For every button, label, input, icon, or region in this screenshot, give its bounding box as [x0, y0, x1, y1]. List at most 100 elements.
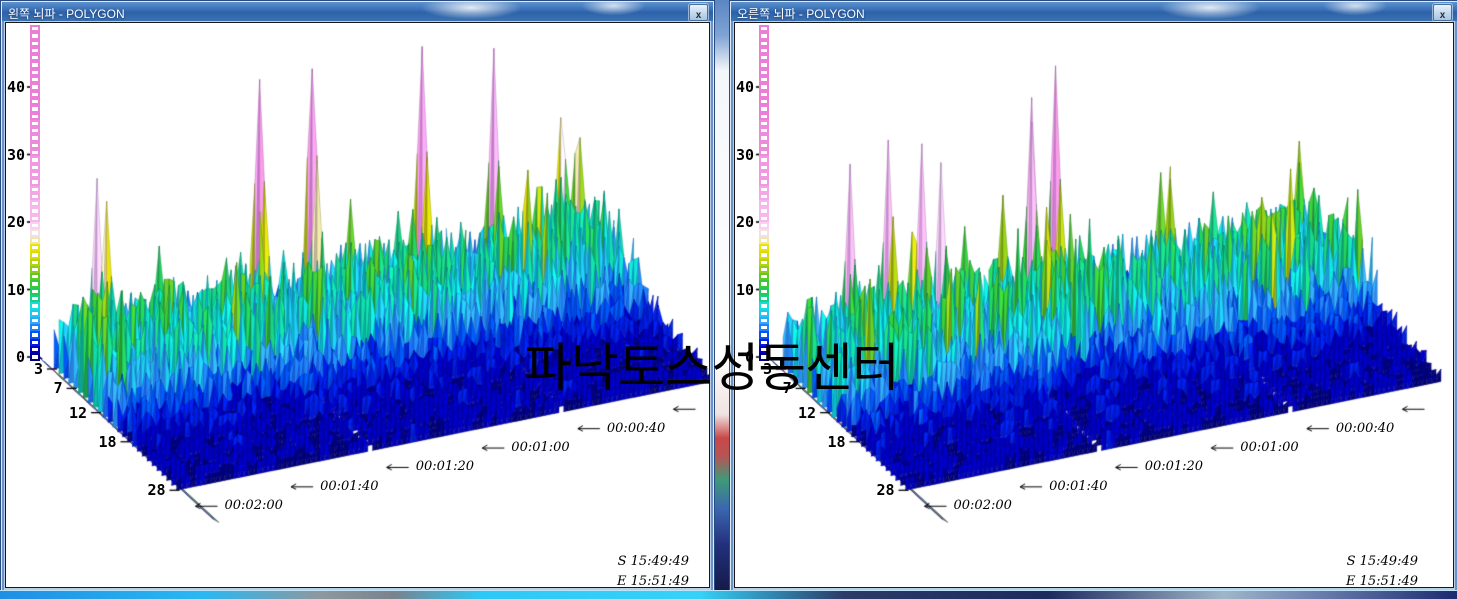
colorbar-segment	[30, 112, 40, 120]
desktop-gap	[713, 0, 729, 592]
colorbar-segment	[30, 68, 40, 77]
colorbar-segment	[30, 331, 40, 339]
colorbar-segment	[30, 61, 40, 69]
colorbar-segment	[759, 83, 769, 91]
window-right-eeg: 오른쪽 뇌파 - POLYGON x 0 10 20 30 40 3 7 12 18 28 00:0…	[729, 0, 1457, 594]
colorbar-segment	[759, 200, 769, 208]
colorbar-segment	[759, 149, 769, 157]
close-icon: x	[695, 10, 702, 21]
frequency-tick-label: 7	[53, 379, 63, 398]
frequency-tick-label: 12	[69, 403, 88, 422]
colorbar-segment	[30, 178, 40, 186]
colorbar-segment	[30, 258, 40, 266]
colorbar-segment	[759, 287, 769, 295]
plot-area	[5, 22, 710, 588]
colorbar-segment	[759, 316, 769, 325]
colorbar-segment	[30, 119, 40, 128]
colorbar-segment	[30, 309, 40, 317]
time-label: 00:01:00	[511, 440, 570, 456]
session-start-label: S 15:49:49	[1346, 554, 1418, 569]
time-label: 00:00:40	[1335, 420, 1395, 436]
colorbar-segment	[759, 170, 769, 179]
colorbar-segment	[759, 346, 769, 354]
colorbar-segment	[30, 90, 40, 98]
colorbar-segment	[759, 309, 769, 317]
colorbar-segment	[30, 207, 40, 215]
colorbar-segment	[759, 90, 769, 98]
colorbar-segment	[759, 156, 769, 164]
colorbar-segment	[759, 54, 769, 62]
titlebar[interactable]: 왼쪽 뇌파 - POLYGON x	[2, 2, 713, 21]
close-button[interactable]: x	[689, 4, 708, 21]
frequency-tick-label: 12	[798, 403, 817, 422]
colorbar-segment	[30, 251, 40, 259]
frequency-tick-label: 3	[33, 360, 43, 378]
frequency-tick-label: 3	[762, 360, 772, 378]
session-end-label: E 15:51:49	[1345, 574, 1418, 589]
plot-area	[734, 22, 1454, 588]
amplitude-tick-label: 10	[735, 280, 754, 299]
colorbar-segment	[759, 163, 769, 171]
colorbar-segment	[30, 25, 40, 33]
colorbar-segment	[759, 251, 769, 259]
close-icon: x	[1439, 10, 1446, 21]
session-start-label: S 15:49:49	[617, 554, 689, 569]
time-label: 00:00:40	[606, 420, 666, 436]
colorbar-segment	[759, 214, 769, 223]
colorbar-segment	[759, 236, 769, 244]
colorbar-segment	[759, 243, 769, 252]
colorbar-segment	[759, 178, 769, 186]
time-label: 00:01:00	[1240, 440, 1299, 456]
colorbar-segment	[759, 61, 769, 69]
colorbar-segment	[759, 134, 769, 142]
surface-plot-canvas	[735, 23, 1453, 587]
colorbar-segment	[30, 46, 40, 55]
colorbar-segment	[30, 32, 40, 40]
colorbar-segment	[759, 338, 769, 347]
window-title: 오른쪽 뇌파 - POLYGON	[737, 7, 865, 21]
amplitude-tick-label: 10	[6, 280, 25, 299]
colorbar-segment	[759, 294, 769, 303]
colorbar-segment	[759, 229, 769, 237]
colorbar-segment	[759, 25, 769, 33]
colorbar-segment	[759, 265, 769, 274]
colorbar-segment	[30, 273, 40, 281]
colorbar-segment	[30, 324, 40, 332]
colorbar-segment	[759, 119, 769, 128]
amplitude-tick-label: 40	[735, 78, 754, 96]
colorbar-segment	[759, 324, 769, 332]
colorbar-segment	[30, 127, 40, 135]
colorbar-segment	[30, 149, 40, 157]
colorbar-segment	[759, 192, 769, 201]
colorbar-segment	[30, 287, 40, 295]
time-label: 00:02:00	[224, 498, 283, 514]
frequency-tick-label: 18	[827, 432, 846, 451]
window-left-eeg: 왼쪽 뇌파 - POLYGON x 0 10 20 30 40 3 7 12 18 28 00:00…	[0, 0, 715, 594]
colorbar-segment	[759, 353, 769, 361]
colorbar-segment	[30, 156, 40, 164]
colorbar-segment	[30, 243, 40, 252]
close-button[interactable]: x	[1433, 4, 1452, 21]
colorbar-segment	[30, 83, 40, 91]
colorbar-segment	[759, 222, 769, 230]
colorbar	[759, 25, 769, 361]
amplitude-tick-label: 20	[6, 213, 25, 231]
frequency-tick-label: 28	[876, 481, 895, 500]
colorbar-segment	[30, 39, 40, 47]
time-label: 00:01:40	[320, 478, 379, 494]
colorbar-segment	[30, 222, 40, 230]
time-label: 00:01:20	[415, 459, 475, 475]
amplitude-tick-label: 30	[735, 145, 754, 164]
colorbar-segment	[30, 338, 40, 347]
colorbar-segment	[30, 302, 40, 310]
colorbar	[30, 25, 40, 361]
titlebar[interactable]: 오른쪽 뇌파 - POLYGON x	[731, 2, 1457, 21]
colorbar-segment	[759, 68, 769, 77]
colorbar-segment	[30, 236, 40, 244]
colorbar-segment	[30, 54, 40, 62]
frequency-tick-label: 28	[147, 481, 166, 500]
taskbar-strip[interactable]	[0, 590, 1457, 599]
colorbar-segment	[30, 185, 40, 193]
colorbar-segment	[30, 192, 40, 201]
surface-plot-canvas	[6, 23, 709, 587]
